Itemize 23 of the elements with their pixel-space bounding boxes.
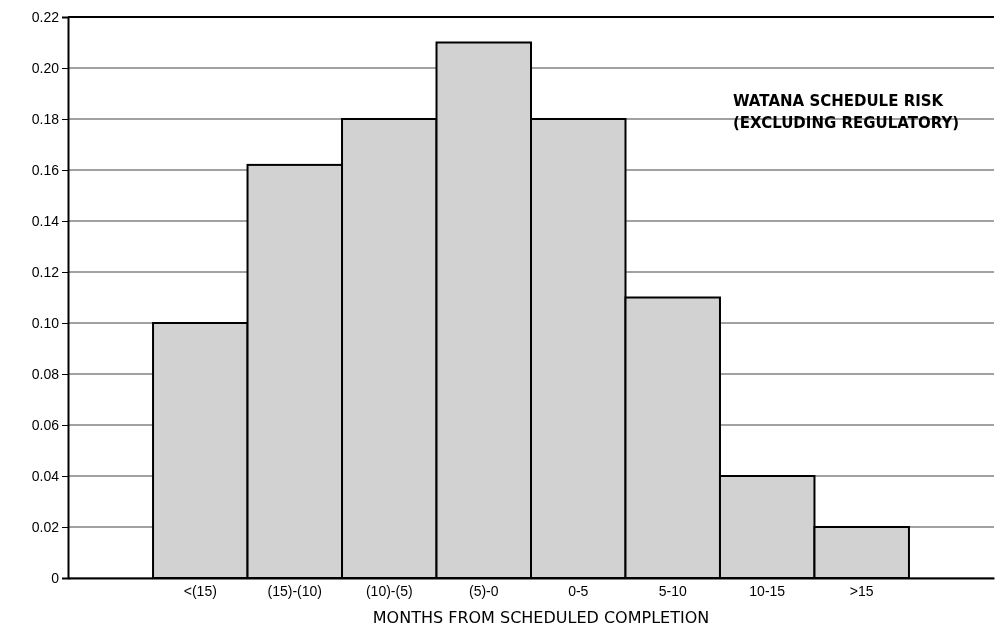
x-axis-title: MONTHS FROM SCHEDULED COMPLETION: [372, 608, 710, 627]
text: WATANA SCHEDULE RISK: [733, 92, 945, 110]
y-tick-label: 0.10: [31, 314, 60, 331]
x-tick-label: <(15): [183, 582, 217, 599]
x-tick-label: 10-15: [749, 582, 786, 599]
y-tick-label: 0.04: [31, 467, 60, 484]
y-tick-label: 0: [51, 569, 60, 586]
x-tick-label: (10)-(5): [365, 582, 413, 599]
x-tick-label: (15)-(10): [267, 582, 323, 599]
x-tick-label: 5-10: [658, 582, 687, 599]
x-tick-label: >15: [849, 582, 874, 599]
y-tick-label: 0.14: [31, 212, 60, 229]
x-tick-label: (5)-0: [468, 582, 499, 599]
y-tick-label: 0.02: [31, 518, 60, 535]
text: (EXCLUDING REGULATORY): [733, 114, 960, 132]
y-tick-label: 0.22: [31, 8, 60, 25]
y-tick-label: 0.18: [31, 110, 60, 127]
y-tick-label: 0.06: [31, 416, 60, 433]
y-tick-label: 0.12: [31, 263, 60, 280]
y-tick-label: 0.20: [31, 59, 60, 76]
y-tick-label: 0.08: [31, 365, 60, 382]
y-tick-label: 0.16: [31, 161, 60, 178]
x-tick-label: 0-5: [568, 582, 589, 599]
